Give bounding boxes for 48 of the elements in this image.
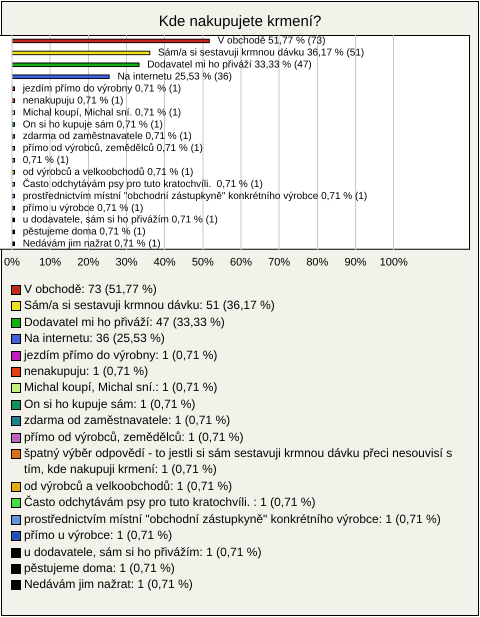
category-label: Michal koupí, Michal sní. 0,71 % (1) [22, 107, 182, 118]
text: od výrobců a velkoobchodů: 1 (0,71 %) [24, 478, 232, 494]
category-label: zdarma od zaměstnavatele 0,71 % (1) [22, 131, 192, 142]
x-tick-label: 50% [192, 256, 214, 268]
text: nenakupuju: 1 (0,71 %) [24, 363, 148, 380]
category-label: Sám/a si sestavuji krmnou dávku 36,17 % (51) [158, 48, 364, 59]
x-tick-label: 100% [380, 256, 408, 268]
category-label: prostřednictvím místní "obchodní zástupkyně" konkrétního výrobce 0,71 % (1) [22, 190, 368, 202]
x-tick-label: 60% [230, 256, 252, 268]
category-label: jezdím přímo do výrobny 0,71 % (1) [22, 83, 182, 94]
text: jezdím přímo do výrobny: 1 (0,71 %) [24, 346, 218, 364]
chart-title: Kde nakupujete krmení? [158, 12, 322, 32]
category-label: V obchodě 51,77 % (73) [218, 36, 326, 47]
text: přímo u výrobce: 1 (0,71 %) [24, 527, 172, 544]
text: Nedávám jim nažrat: 1 (0,71 %) [24, 576, 193, 593]
text: Často odchytávám psy pro tuto kratochvíli. : 1 (0,71 %) [24, 494, 316, 511]
text: On si ho kupuje sám: 1 (0,71 %) [24, 396, 196, 412]
x-tick-label: 40% [154, 256, 176, 268]
category-label: On si ho kupuje sám 0,71 % (1) [22, 119, 163, 130]
text: prostřednictvím místní "obchodní zástupkyně" konkrétního výrobce: 1 (0,71 %) [24, 510, 441, 528]
category-label: pěstujeme doma 0,71 % (1) [22, 226, 146, 238]
text: špatný výběr odpovědí - to jestli si sám sestavuji krmnou dávku přeci nesouvisí s tím, kde nakupuji krmení: 1 (0,71 %) [24, 445, 454, 478]
text: Na internetu: 36 (25,53 %) [24, 330, 165, 347]
x-tick-label: 10% [39, 256, 62, 268]
text: pěstujeme doma: 1 (0,71 %) [24, 560, 175, 576]
text: Sám/a si sestavuji krmnou dávku: 51 (36,17 %) [24, 297, 275, 314]
category-label: přímo od výrobců, zemědělců 0,71 % (1) [22, 143, 203, 154]
category-label: Dodavatel mi ho přiváží 33,33 % (47) [147, 60, 312, 71]
category-label: u dodavatele, sám si ho přivážím 0,71 % (1) [22, 214, 218, 226]
text: V obchodě: 73 (51,77 %) [24, 281, 157, 298]
category-label: přímo u výrobce 0,71 % (1) [22, 202, 144, 214]
x-tick-label: 80% [306, 256, 329, 268]
category-label: Nedávám jim nažrat 0,71 % (1) [22, 238, 161, 250]
category-label: nenakupuju 0,71 % (1) [22, 95, 124, 106]
text: přímo od výrobců, zemědělců: 1 (0,71 %) [24, 428, 244, 446]
x-tick-label: 70% [268, 256, 290, 268]
x-tick-label: 90% [344, 256, 367, 268]
category-label: od výrobců a velkoobchodů 0,71 % (1) [22, 166, 194, 178]
category-label: Často odchytávám psy pro tuto kratochvíli. 0,71 % (1) [22, 178, 263, 190]
category-label: Na internetu 25,53 % (36) [117, 72, 232, 83]
text: zdarma od zaměstnavatele: 1 (0,71 %) [24, 412, 230, 429]
data-label: 0,71 % (1) [22, 155, 69, 166]
x-tick-label: 30% [115, 256, 138, 268]
text: Dodavatel mi ho přiváží: 47 (33,33 %) [24, 314, 225, 330]
x-tick-label: 20% [77, 256, 100, 268]
x-tick-label: 0% [4, 256, 20, 268]
text: u dodavatele, sám si ho přivážím: 1 (0,71 %) [24, 544, 262, 560]
text: Michal koupí, Michal sní.: 1 (0,71 %) [24, 379, 218, 396]
